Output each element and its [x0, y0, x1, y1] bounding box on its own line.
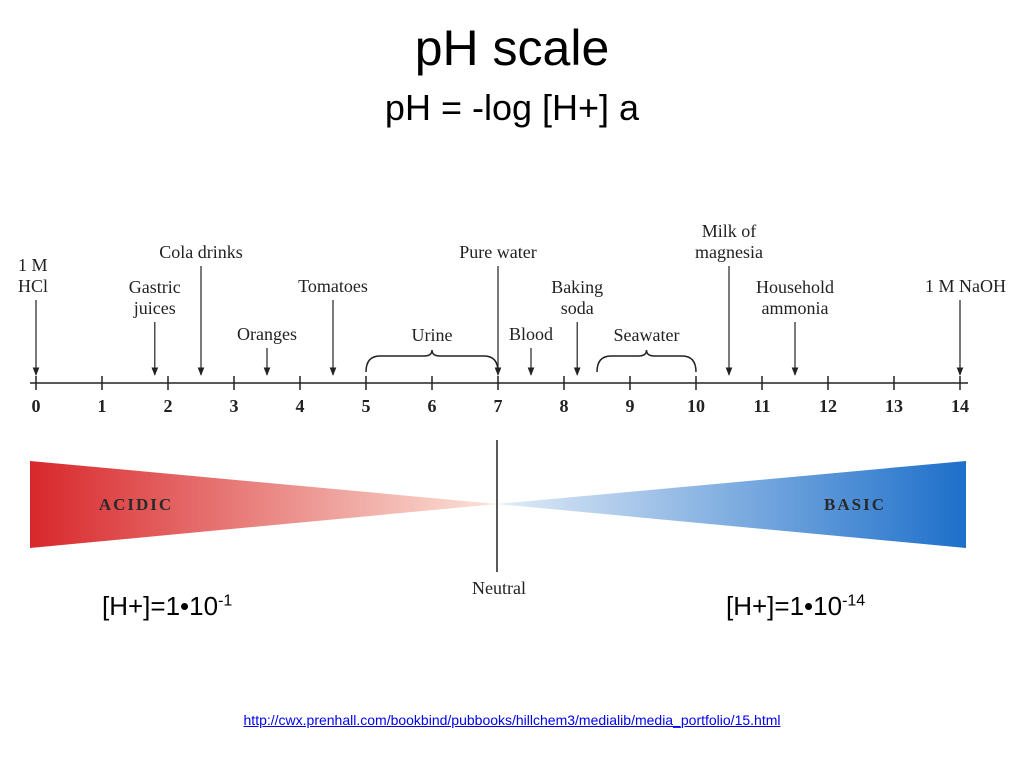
- substance-label-baking-soda-1: soda: [561, 298, 594, 318]
- tick-label-8: 8: [560, 396, 569, 416]
- substance-label-blood-0: Blood: [509, 324, 553, 344]
- substance-label-household-ammonia-1: ammonia: [762, 298, 829, 318]
- substance-label-gastric-juices-0: Gastric: [129, 277, 181, 297]
- base-concentration-base: [H+]=1•10: [726, 591, 842, 621]
- substance-label-milk-of-magnesia-1: magnesia: [695, 242, 763, 262]
- tick-label-2: 2: [164, 396, 173, 416]
- tick-label-1: 1: [98, 396, 107, 416]
- substance-label-oranges-0: Oranges: [237, 324, 297, 344]
- acidic-label: ACIDIC: [99, 495, 173, 514]
- basic-wedge: [497, 461, 966, 548]
- tick-label-14: 14: [951, 396, 969, 416]
- tick-label-6: 6: [428, 396, 437, 416]
- substance-label-cola-drinks-0: Cola drinks: [159, 242, 243, 262]
- basic-label: BASIC: [824, 495, 886, 514]
- base-concentration-exponent: -14: [842, 592, 865, 609]
- tick-label-12: 12: [819, 396, 837, 416]
- acid-concentration-exponent: -1: [218, 592, 232, 609]
- source-link[interactable]: http://cwx.prenhall.com/bookbind/pubbook…: [0, 712, 1024, 728]
- substance-label-1-m-naoh-0: 1 M NaOH: [925, 276, 1006, 296]
- tick-label-3: 3: [230, 396, 239, 416]
- tick-label-9: 9: [626, 396, 635, 416]
- range-label-seawater: Seawater: [614, 325, 680, 345]
- tick-label-11: 11: [753, 396, 770, 416]
- tick-label-13: 13: [885, 396, 903, 416]
- tick-label-4: 4: [296, 396, 305, 416]
- substance-label-milk-of-magnesia-0: Milk of: [702, 221, 757, 241]
- tick-label-7: 7: [494, 396, 503, 416]
- range-brace-seawater: [597, 350, 696, 372]
- substance-label-gastric-juices-1: juices: [133, 298, 176, 318]
- substance-label-1-m-hcl-1: HCl: [18, 276, 48, 296]
- tick-label-10: 10: [687, 396, 705, 416]
- substance-label-baking-soda-0: Baking: [551, 277, 603, 297]
- base-concentration: [H+]=1•10-14: [726, 590, 865, 622]
- neutral-label: Neutral: [472, 578, 526, 598]
- substance-label-household-ammonia-0: Household: [756, 277, 834, 297]
- range-label-urine: Urine: [412, 325, 453, 345]
- substance-label-pure-water-0: Pure water: [459, 242, 536, 262]
- tick-label-0: 0: [32, 396, 41, 416]
- acid-concentration-base: [H+]=1•10: [102, 591, 218, 621]
- substance-label-tomatoes-0: Tomatoes: [298, 276, 368, 296]
- substance-label-1-m-hcl-0: 1 M: [18, 255, 48, 275]
- acid-concentration: [H+]=1•10-1: [102, 590, 232, 622]
- tick-label-5: 5: [362, 396, 371, 416]
- range-brace-urine: [366, 350, 498, 372]
